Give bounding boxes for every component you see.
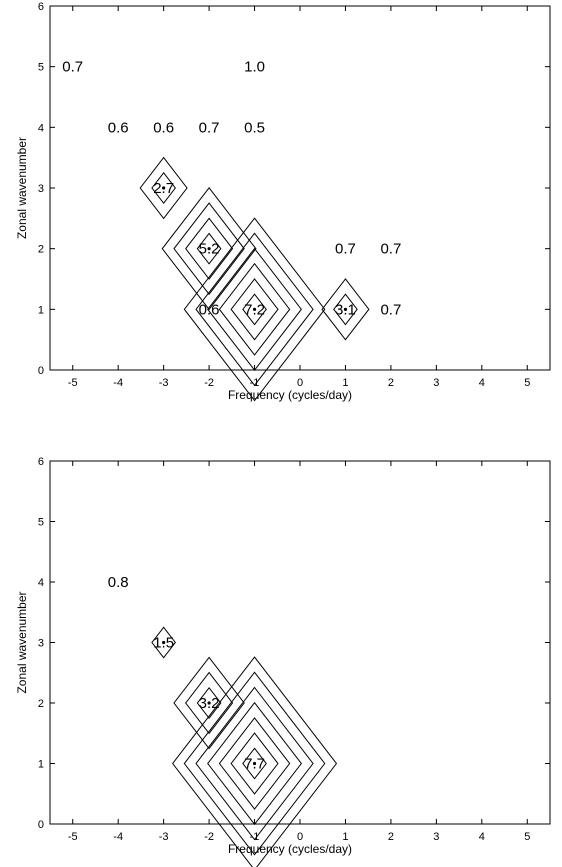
y-tick-label: 1 <box>38 759 44 771</box>
contour-ring <box>185 671 234 735</box>
value-label: 5.2 <box>199 241 220 258</box>
contour-ring <box>173 202 245 296</box>
x-tick-label: -5 <box>68 831 78 843</box>
x-tick-label: -4 <box>113 377 123 389</box>
value-label: 0.6 <box>153 119 174 136</box>
value-label: 0.6 <box>199 301 220 318</box>
contour-ring <box>151 626 176 659</box>
contour-ring <box>172 656 338 867</box>
value-label: 7.7 <box>244 756 265 773</box>
contour-ring <box>218 262 291 356</box>
x-tick-label: 0 <box>297 377 303 389</box>
contour-ring <box>230 732 279 795</box>
contour-ring <box>230 278 279 341</box>
peak-dot <box>252 307 257 311</box>
x-tick-label: 3 <box>433 831 439 843</box>
y-tick-label: 5 <box>38 517 44 529</box>
plot-frame <box>49 460 551 825</box>
x-tick-label: 3 <box>433 377 439 389</box>
x-axis-title: Frequency (cycles/day) <box>228 842 352 856</box>
peak-dot <box>252 761 257 766</box>
peak-dot <box>343 307 348 311</box>
x-tick-label: 1 <box>342 377 348 389</box>
x-tick-label: -5 <box>68 377 78 389</box>
contour-ring <box>207 701 302 826</box>
x-tick-label: 5 <box>524 831 530 843</box>
chart-panel-2: -5 -4 -3 -2 -1 0 1 2 3 4 5 0 1 2 3 4 5 6 Frequency (cycles… <box>15 456 551 867</box>
peak-dot <box>207 247 211 251</box>
value-label: 0.7 <box>62 59 83 76</box>
contour-ring <box>333 293 358 326</box>
value-label: 1.5 <box>153 635 174 652</box>
x-tick-label: -4 <box>113 831 123 843</box>
y-tick-label: 2 <box>38 244 44 256</box>
y-axis-title: Zonal wavenumber <box>15 591 29 693</box>
y-axis-title: Zonal wavenumber <box>15 137 29 239</box>
peak-dot <box>207 701 211 705</box>
value-label: 2.7 <box>153 180 174 197</box>
x-tick-label: 4 <box>479 377 485 389</box>
x-tick-label: 5 <box>524 377 530 389</box>
x-tick-label: -3 <box>159 831 169 843</box>
y-tick-label: 4 <box>38 577 44 589</box>
x-tick-label: -2 <box>204 377 214 389</box>
contour-ring <box>207 247 302 371</box>
value-label: 3.1 <box>335 301 356 318</box>
x-tick-label: -2 <box>204 831 214 843</box>
value-label: 0.7 <box>199 119 220 136</box>
contour-ring <box>196 232 222 265</box>
x-tick-label: 1 <box>342 831 348 843</box>
x-tick-label: -1 <box>250 831 260 843</box>
contour-ring <box>139 156 188 220</box>
value-label: 0.7 <box>380 301 401 318</box>
y-tick-label: 0 <box>38 819 44 831</box>
contour-ring <box>185 217 234 280</box>
chart-panel-1: -5 -4 -3 -2 -1 0 1 2 3 4 5 0 1 2 3 4 5 6 Frequency (cycles… <box>15 1 551 402</box>
y-tick-label: 4 <box>38 122 44 134</box>
contour-ring <box>218 717 291 810</box>
peak-dot <box>162 640 166 645</box>
value-label: 0.8 <box>108 574 129 591</box>
contour-ring <box>321 278 370 341</box>
contour-ring <box>161 187 257 311</box>
y-tick-label: 0 <box>38 365 44 377</box>
value-label: 0.7 <box>380 241 401 258</box>
plot-frame <box>49 5 551 371</box>
y-tick-label: 6 <box>38 1 44 13</box>
contour-ring <box>195 686 314 841</box>
x-tick-label: -1 <box>250 377 260 389</box>
contour-ring <box>151 171 176 205</box>
y-tick-label: 5 <box>38 62 44 74</box>
x-tick-label: -3 <box>159 377 169 389</box>
x-axis-title: Frequency (cycles/day) <box>228 388 352 402</box>
contour-ring <box>242 293 267 326</box>
contour-ring <box>183 671 326 856</box>
contour-ring <box>242 747 267 780</box>
y-tick-label: 6 <box>38 456 44 468</box>
y-tick-label: 3 <box>38 183 44 195</box>
x-tick-label: 2 <box>388 377 394 389</box>
value-label: 1.0 <box>244 59 265 76</box>
value-label: 7.2 <box>244 301 265 318</box>
value-label: 3.2 <box>199 695 220 712</box>
y-tick-label: 3 <box>38 638 44 650</box>
x-tick-label: 0 <box>297 831 303 843</box>
x-tick-label: 4 <box>479 831 485 843</box>
value-label: 0.6 <box>108 119 129 136</box>
y-tick-label: 2 <box>38 698 44 710</box>
contour-ring <box>183 217 326 402</box>
contour-ring <box>195 232 314 387</box>
y-tick-label: 1 <box>38 304 44 316</box>
value-label: 0.7 <box>335 241 356 258</box>
x-tick-label: 2 <box>388 831 394 843</box>
contour-ring <box>173 656 245 750</box>
contour-ring <box>196 686 222 720</box>
value-label: 0.5 <box>244 119 265 136</box>
peak-dot <box>162 186 166 190</box>
